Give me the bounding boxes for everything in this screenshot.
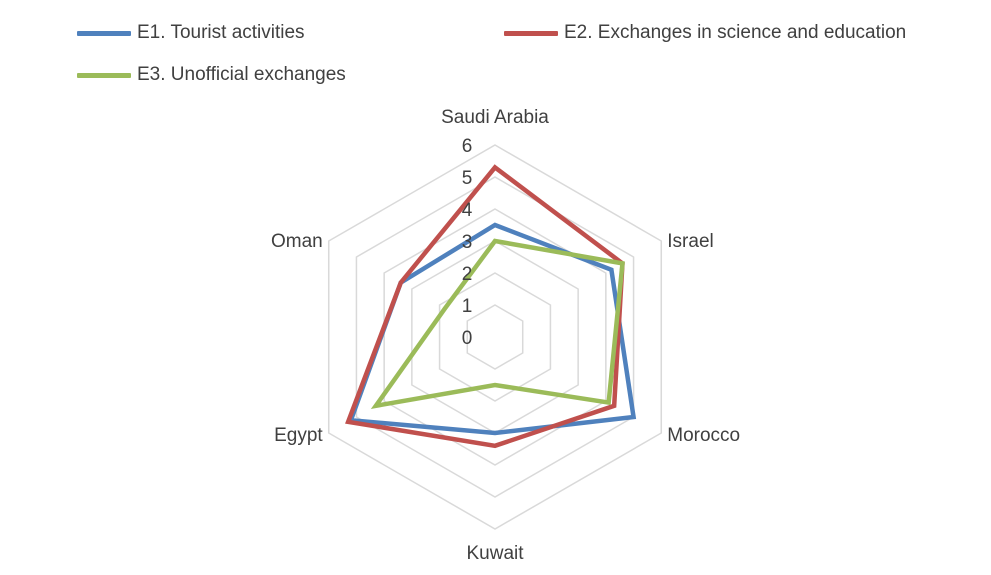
tick-label-0: 0 [462, 328, 473, 349]
category-label-israel: Israel [667, 231, 713, 252]
tick-label-2: 2 [462, 264, 473, 285]
tick-label-6: 6 [462, 136, 473, 157]
legend-label-e2: E2. Exchanges in science and education [564, 22, 907, 43]
grid-ring-2 [438, 272, 552, 402]
tick-label-1: 1 [462, 296, 473, 317]
legend-label-e3: E3. Unofficial exchanges [137, 64, 346, 85]
category-label-oman: Oman [271, 231, 323, 252]
legend-item-e3: E3. Unofficial exchanges [77, 64, 346, 86]
tick-label-4: 4 [462, 200, 473, 221]
grid-ring-4 [383, 208, 607, 466]
category-label-saudi-arabia: Saudi Arabia [441, 107, 549, 128]
grid-ring-5 [355, 176, 635, 498]
grid-ring-1 [466, 304, 524, 370]
category-label-kuwait: Kuwait [466, 543, 524, 564]
legend-label-e1: E1. Tourist activities [137, 22, 305, 43]
tick-label-5: 5 [462, 168, 473, 189]
legend-item-e2: E2. Exchanges in science and education [504, 22, 906, 44]
legend-swatch-e1 [77, 30, 131, 36]
series-line-e3 [370, 238, 625, 409]
legend-swatch-e2 [504, 30, 558, 36]
grid-ring-6 [327, 144, 663, 530]
category-label-egypt: Egypt [274, 425, 323, 446]
category-label-morocco: Morocco [667, 425, 740, 446]
legend-swatch-e3 [77, 72, 131, 78]
tick-label-3: 3 [462, 232, 473, 253]
legend-item-e1: E1. Tourist activities [77, 22, 305, 44]
grid-ring-3 [411, 240, 579, 434]
